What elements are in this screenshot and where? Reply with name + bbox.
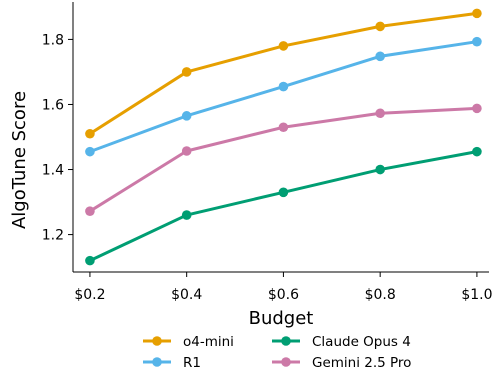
legend-label: Claude Opus 4 — [312, 334, 411, 350]
legend-item-gemini-2-5-pro: Gemini 2.5 Pro — [272, 355, 411, 371]
data-point-gemini-2-5-pro — [278, 122, 289, 133]
y-tick-label: 1.6 — [42, 97, 64, 113]
series-r1 — [85, 36, 482, 157]
data-point-r1 — [181, 111, 192, 121]
x-ticks: $0.2 $0.4 $0.6 $0.8 $1.0 — [74, 272, 492, 303]
data-point-claude-opus-4 — [278, 187, 289, 198]
data-point-r1 — [472, 36, 482, 47]
data-point-r1 — [85, 146, 95, 157]
legend-item-claude-opus-4: Claude Opus 4 — [272, 334, 411, 350]
y-ticks: 1.2 1.4 1.6 1.8 — [42, 32, 73, 244]
x-axis-label: Budget — [249, 308, 314, 329]
y-tick-label: 1.2 — [42, 228, 64, 244]
x-tick-label: $0.8 — [365, 287, 396, 303]
x-tick-label: $0.6 — [268, 287, 299, 303]
x-tick-label: $0.4 — [171, 287, 202, 303]
series-o4-mini — [85, 8, 482, 139]
legend-label: R1 — [183, 355, 201, 371]
data-point-r1 — [278, 81, 289, 92]
data-point-o4-mini — [375, 21, 385, 32]
y-axis-label: AlgoTune Score — [9, 91, 30, 229]
y-tick-label: 1.4 — [42, 163, 64, 179]
y-tick-label: 1.8 — [42, 32, 64, 48]
legend-marker — [281, 336, 291, 346]
legend-marker — [281, 357, 291, 367]
data-point-claude-opus-4 — [472, 146, 482, 157]
data-point-gemini-2-5-pro — [375, 108, 385, 119]
legend-marker — [152, 336, 162, 346]
series-line-o4-mini — [88, 11, 479, 136]
data-point-gemini-2-5-pro — [85, 206, 95, 216]
series-gemini-2-5-pro — [85, 103, 482, 216]
legend: o4-mini R1 Claude Opus 4 Gemini 2.5 Pro — [143, 334, 411, 371]
data-point-claude-opus-4 — [85, 255, 95, 266]
data-point-o4-mini — [278, 41, 289, 51]
legend-item-r1: R1 — [143, 355, 201, 371]
x-tick-label: $0.2 — [74, 287, 105, 303]
data-point-r1 — [375, 51, 385, 62]
legend-label: Gemini 2.5 Pro — [312, 355, 411, 371]
data-point-o4-mini — [85, 128, 95, 139]
data-point-gemini-2-5-pro — [181, 146, 192, 156]
series-claude-opus-4 — [85, 146, 482, 266]
data-point-o4-mini — [472, 8, 482, 19]
legend-marker — [152, 357, 162, 367]
legend-item-o4-mini: o4-mini — [143, 334, 234, 350]
data-point-claude-opus-4 — [375, 164, 385, 175]
series-line-claude-opus-4 — [88, 150, 479, 263]
x-tick-label: $1.0 — [461, 287, 492, 303]
series-group — [85, 8, 482, 266]
data-point-claude-opus-4 — [181, 210, 192, 220]
data-point-gemini-2-5-pro — [472, 103, 482, 114]
legend-label: o4-mini — [183, 334, 234, 350]
data-point-o4-mini — [181, 67, 192, 77]
